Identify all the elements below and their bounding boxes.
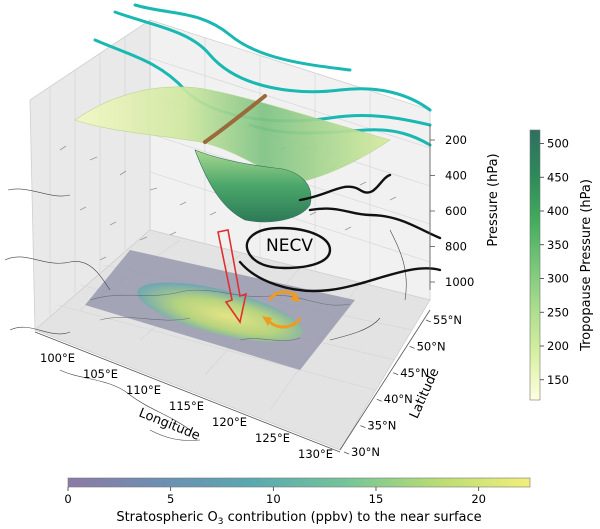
o3-colorbar-label-suffix: contribution (ppbv) to the near surface bbox=[224, 510, 482, 525]
pressure-axis: 200 400 600 800 1000 Pressure (hPa) bbox=[429, 125, 501, 290]
transport-arrow bbox=[217, 229, 248, 324]
latitude-tick-label: 35°N bbox=[367, 419, 396, 433]
latitude-tick-mark bbox=[360, 425, 366, 428]
pressure-tick-labels: 200 400 600 800 1000 bbox=[430, 133, 474, 289]
longitude-tick-label: 100°E bbox=[40, 351, 75, 365]
longitude-tick-label: 115°E bbox=[169, 399, 204, 413]
pressure-axis-label: Pressure (hPa) bbox=[486, 153, 501, 246]
tropopause-funnel bbox=[194, 149, 312, 223]
necv-label: NECV bbox=[266, 236, 313, 256]
o3-tick-label: 10 bbox=[266, 492, 281, 506]
longitude-tick-label: 110°E bbox=[126, 383, 161, 397]
latitude-tick-mark bbox=[393, 372, 399, 376]
tropopause-surface bbox=[74, 86, 391, 223]
longitude-tick-label: 105°E bbox=[83, 367, 118, 381]
circulation-arrows bbox=[268, 290, 302, 329]
tropopause-tick-label: 250 bbox=[547, 305, 569, 319]
circulation-arrowhead-top bbox=[290, 292, 300, 302]
tropopause-colorbar-ticks: 150 200 250 300 350 400 450 500 bbox=[540, 137, 569, 387]
latitude-tick-label: 55°N bbox=[433, 313, 462, 327]
latitude-tick-labels: 30°N 35°N 40°N 45°N 50°N 55°N bbox=[343, 313, 462, 459]
o3-tick-label: 0 bbox=[64, 492, 71, 506]
tropopause-tick-label: 200 bbox=[547, 339, 569, 353]
latitude-tick-label: 30°N bbox=[351, 445, 380, 459]
longitude-tick-labels: 100°E 105°E 110°E 115°E 120°E 125°E 130°E bbox=[40, 351, 333, 461]
o3-colorbar-ramp bbox=[67, 477, 531, 488]
latitude-tick-label: 50°N bbox=[417, 339, 446, 353]
geopotential-contours bbox=[238, 173, 442, 293]
tropopause-colorbar: 150 200 250 300 350 400 450 500 Tropopause Pres… bbox=[529, 129, 594, 401]
tropopause-tick-label: 400 bbox=[547, 204, 569, 218]
trough-axis-line bbox=[203, 94, 267, 144]
pressure-tick-label: 200 bbox=[445, 133, 467, 147]
tropopause-tick-label: 450 bbox=[547, 170, 569, 184]
o3-colorbar-label: Stratospheric O3 contribution (ppbv) to … bbox=[116, 510, 481, 527]
pressure-tick-label: 400 bbox=[445, 169, 467, 183]
longitude-tick-label: 125°E bbox=[255, 431, 290, 445]
latitude-axis-line bbox=[339, 309, 431, 451]
o3-colorbar-label-sub: 3 bbox=[218, 517, 224, 527]
o3-tick-label: 15 bbox=[369, 492, 384, 506]
tropopause-tick-label: 500 bbox=[547, 137, 569, 151]
region-outline bbox=[4, 188, 407, 441]
tropopause-colorbar-ramp bbox=[529, 129, 541, 401]
o3-colorbar: 0 5 10 15 20 Stratospheric O3 contribution (… bbox=[64, 477, 531, 527]
pressure-tick-label: 800 bbox=[445, 240, 467, 254]
pressure-tick-label: 1000 bbox=[445, 275, 474, 289]
axes-box bbox=[29, 19, 431, 451]
tropopause-tick-label: 350 bbox=[547, 238, 569, 252]
tropopause-tick-label: 300 bbox=[547, 272, 569, 286]
o3-tick-label: 20 bbox=[471, 492, 486, 506]
pressure-tick-label: 600 bbox=[445, 204, 467, 218]
o3-tick-label: 5 bbox=[167, 492, 174, 506]
o3-high-region bbox=[137, 282, 303, 342]
latitude-tick-mark bbox=[376, 398, 382, 402]
circulation-arrowhead-bottom bbox=[262, 316, 272, 326]
tropopause-tick-label: 150 bbox=[547, 373, 569, 387]
o3-colorbar-ticks: 0 5 10 15 20 bbox=[64, 487, 486, 506]
latitude-tick-label: 45°N bbox=[400, 366, 429, 380]
longitude-tick-label: 120°E bbox=[212, 415, 247, 429]
coastline-lines bbox=[89, 289, 351, 341]
tropopause-sheet bbox=[74, 86, 391, 183]
latitude-tick-mark bbox=[409, 346, 415, 349]
o3-surface-panel bbox=[85, 250, 355, 370]
longitude-axis-line bbox=[34, 331, 341, 453]
tropopause-colorbar-label: Tropopause Pressure (hPa) bbox=[579, 179, 594, 352]
longitude-tick-label: 130°E bbox=[298, 447, 333, 461]
o3-colorbar-label-prefix: Stratospheric O bbox=[116, 510, 217, 525]
latitude-tick-label: 40°N bbox=[384, 392, 413, 406]
latitude-tick-mark bbox=[343, 451, 350, 455]
latitude-tick-mark bbox=[425, 319, 432, 323]
